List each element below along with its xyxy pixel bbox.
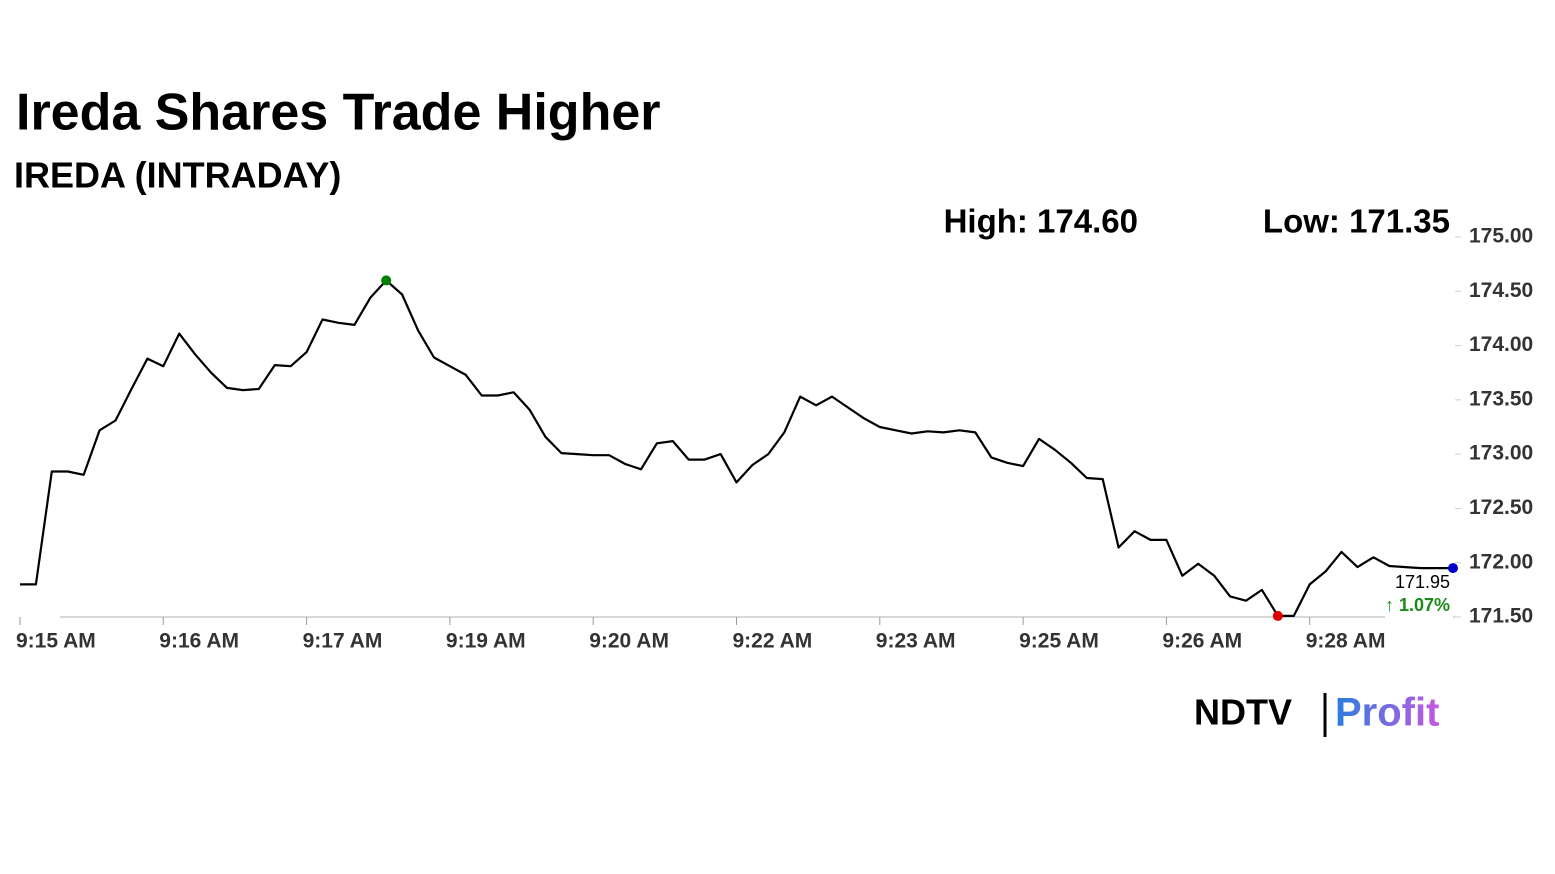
y-tick-label: 172.50 xyxy=(1469,496,1533,519)
x-tick-label: 9:25 AM xyxy=(1019,630,1099,653)
y-tick-label: 173.00 xyxy=(1469,442,1533,465)
x-tick-label: 9:15 AM xyxy=(16,630,96,653)
y-tick-label: 172.00 xyxy=(1469,550,1533,573)
y-tick-label: 171.50 xyxy=(1469,605,1533,628)
point-marker xyxy=(381,275,392,286)
high-label: High: 174.60 xyxy=(944,203,1138,240)
x-tick-label: 9:16 AM xyxy=(159,630,239,653)
y-tick-label: 174.50 xyxy=(1469,279,1533,302)
price-line xyxy=(20,279,1453,617)
y-tick-label: 174.00 xyxy=(1469,333,1533,356)
chart-title: Ireda Shares Trade Higher xyxy=(16,84,661,142)
brand-profit: Profit xyxy=(1335,691,1439,735)
point-marker xyxy=(1448,563,1458,574)
x-tick-label: 9:28 AM xyxy=(1306,630,1386,653)
last-label: 171.95 xyxy=(1395,572,1450,592)
y-tick-label: 175.00 xyxy=(1469,225,1533,248)
point-marker xyxy=(1272,610,1283,621)
x-tick-label: 9:20 AM xyxy=(589,630,669,653)
x-tick-label: 9:26 AM xyxy=(1162,630,1242,653)
x-tick-label: 9:22 AM xyxy=(733,630,813,653)
change-label: ↑ 1.07% xyxy=(1385,595,1450,615)
y-tick-label: 173.50 xyxy=(1469,387,1533,410)
brand-ndtv: NDTV xyxy=(1194,692,1292,733)
low-label: Low: 171.35 xyxy=(1263,203,1450,240)
x-tick-label: 9:23 AM xyxy=(876,630,956,653)
last-label-box xyxy=(1385,570,1453,620)
chart-subtitle: IREDA (INTRADAY) xyxy=(14,155,341,196)
x-tick-label: 9:19 AM xyxy=(446,630,526,653)
x-tick-label: 9:17 AM xyxy=(303,630,383,653)
